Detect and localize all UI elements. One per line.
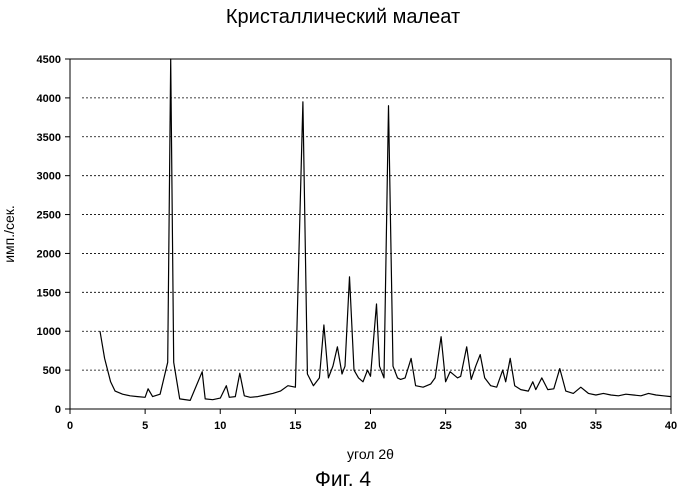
y-tick-label: 500 <box>43 365 61 377</box>
x-tick-label: 0 <box>67 420 73 432</box>
y-tick-label: 4000 <box>37 93 61 105</box>
x-tick-label: 35 <box>590 420 602 432</box>
y-tick-label: 1000 <box>37 326 61 338</box>
figure-caption: Фиг. 4 <box>314 468 372 491</box>
y-tick-label: 0 <box>55 404 61 416</box>
y-axis-label: имп./сек. <box>1 205 17 263</box>
y-tick-label: 3500 <box>37 132 61 144</box>
x-tick-label: 10 <box>214 420 226 432</box>
y-tick-label: 3000 <box>37 171 61 183</box>
x-tick-label: 5 <box>142 420 148 432</box>
chart-title: Кристаллический малеат <box>225 6 461 28</box>
x-axis-label: угол 2θ <box>347 446 394 462</box>
x-tick-label: 15 <box>289 420 301 432</box>
y-tick-label: 2000 <box>37 248 61 260</box>
diffraction-line <box>99 58 672 401</box>
x-tick-label: 25 <box>440 420 452 432</box>
y-tick-label: 1500 <box>37 287 61 299</box>
x-tick-label: 40 <box>665 420 677 432</box>
x-tick-label: 20 <box>364 420 376 432</box>
plot-frame <box>69 58 672 410</box>
y-tick-label: 4500 <box>37 54 61 66</box>
y-tick-label: 2500 <box>37 210 61 222</box>
x-tick-label: 30 <box>515 420 527 432</box>
